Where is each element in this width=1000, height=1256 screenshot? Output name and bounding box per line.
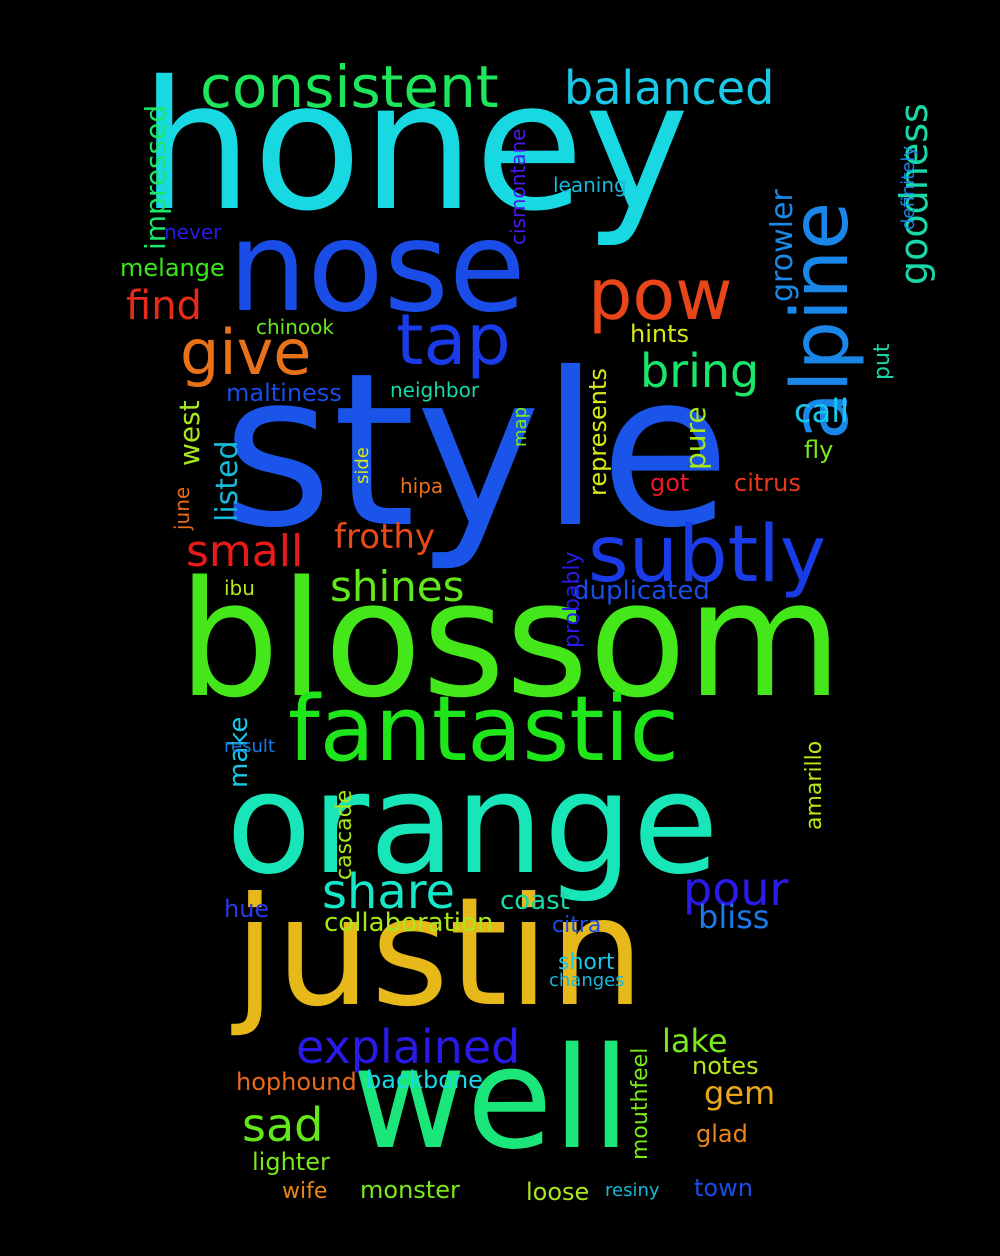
word-changes: changes — [549, 970, 625, 991]
word-sad: sad — [242, 1098, 324, 1152]
word-probably: probably — [560, 551, 585, 648]
word-bliss: bliss — [698, 898, 770, 936]
word-wife: wife — [282, 1179, 328, 1204]
word-never: never — [164, 220, 222, 244]
word-duplicated: duplicated — [573, 576, 710, 606]
word-share: share — [322, 864, 456, 920]
word-backbone: backbone — [366, 1066, 483, 1094]
word-subtly: subtly — [588, 510, 826, 600]
word-tap: tap — [396, 299, 511, 381]
word-side: side — [352, 447, 373, 484]
word-nose: nose — [228, 195, 526, 340]
word-result: result — [224, 736, 275, 757]
word-orange: orange — [226, 743, 719, 906]
word-coast: coast — [500, 886, 570, 916]
word-ibu: ibu — [224, 576, 255, 600]
word-pure: pure — [679, 406, 712, 470]
word-small: small — [186, 526, 304, 577]
word-leaning: leaning — [553, 173, 627, 197]
word-well: well — [352, 1018, 631, 1181]
word-monster: monster — [360, 1176, 460, 1204]
word-citra: citra — [552, 913, 602, 938]
word-explained: explained — [296, 1020, 521, 1074]
word-call: call — [794, 392, 849, 430]
word-resiny: resiny — [605, 1180, 660, 1201]
word-maltiness: maltiness — [226, 379, 342, 407]
word-frothy: frothy — [334, 517, 436, 557]
word-west: west — [173, 400, 206, 466]
word-glad: glad — [696, 1120, 748, 1148]
word-fly: fly — [804, 436, 834, 464]
word-pour: pour — [683, 862, 789, 916]
word-justin: justin — [234, 866, 645, 1040]
word-map: map — [510, 407, 531, 447]
word-melange: melange — [120, 254, 225, 282]
word-loose: loose — [526, 1178, 590, 1206]
word-represents: represents — [584, 368, 612, 496]
word-fantastic: fantastic — [288, 677, 679, 782]
word-listed: listed — [210, 440, 245, 522]
word-shines: shines — [330, 562, 465, 611]
word-bring: bring — [640, 344, 760, 398]
word-amarillo: amarillo — [802, 740, 827, 830]
word-short: short — [558, 950, 615, 975]
word-lighter: lighter — [252, 1148, 330, 1176]
word-hipa: hipa — [400, 474, 444, 498]
word-mouthfeel: mouthfeel — [628, 1047, 653, 1160]
word-cascade: cascade — [332, 789, 357, 880]
word-honey: honey — [140, 43, 690, 250]
word-put: put — [870, 343, 895, 380]
word-gem: gem — [704, 1074, 776, 1112]
word-give: give — [180, 316, 312, 389]
word-neighbor: neighbor — [390, 378, 480, 402]
word-got: got — [650, 469, 690, 497]
word-blossom: blossom — [178, 546, 843, 733]
word-pow: pow — [588, 254, 733, 336]
word-collaboration: collaboration — [324, 908, 494, 938]
word-growler: growler — [765, 189, 800, 302]
word-hue: hue — [224, 895, 270, 923]
word-cismontane: cismontane — [506, 128, 530, 245]
word-notes: notes — [692, 1052, 759, 1080]
word-chinook: chinook — [256, 315, 334, 339]
word-town: town — [694, 1174, 753, 1202]
word-lake: lake — [662, 1022, 728, 1060]
word-june: june — [170, 486, 194, 530]
word-hints: hints — [630, 320, 690, 348]
word-style: style — [222, 327, 731, 574]
word-citrus: citrus — [734, 469, 801, 497]
word-find: find — [126, 283, 202, 329]
word-definitely: definitely — [898, 145, 919, 230]
word-hophound: hophound — [236, 1068, 357, 1096]
word-balanced: balanced — [564, 61, 775, 115]
word-consistent: consistent — [200, 53, 499, 121]
